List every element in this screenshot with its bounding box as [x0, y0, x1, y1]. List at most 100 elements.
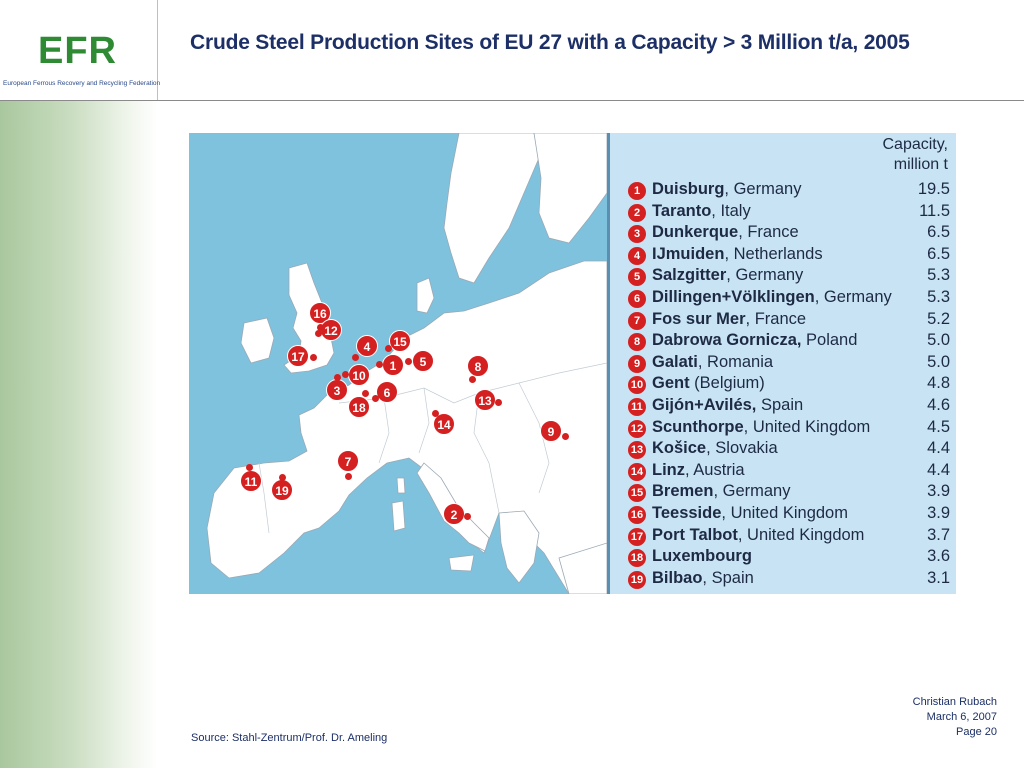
site-city: Taranto [652, 201, 712, 220]
table-row: 19 Bilbao, Spain 3.1 [628, 569, 950, 591]
table-row: 1 Duisburg, Germany 19.5 [628, 180, 950, 202]
site-country: , Germany [724, 180, 802, 198]
site-city: Gijón+Avilés, [652, 395, 757, 414]
table-row: 18 Luxembourg 3.6 [628, 547, 950, 569]
site-name: Salzgitter, Germany [652, 266, 803, 285]
capacity-header: Capacity, million t [882, 135, 948, 175]
rank-badge: 18 [628, 549, 646, 568]
site-dot [405, 358, 412, 365]
site-capacity: 4.8 [927, 374, 950, 393]
table-row: 2 Taranto, Italy 11.5 [628, 202, 950, 224]
steel-sites-figure: 16 12 17 4 15 1 5 10 3 6 18 8 13 14 9 7 … [189, 133, 956, 594]
site-city: Scunthorpe [652, 417, 744, 436]
site-name: Luxembourg [652, 547, 752, 566]
site-dot [464, 513, 471, 520]
site-country: , Spain [702, 568, 754, 587]
site-capacity: 5.3 [927, 287, 950, 306]
site-dot [432, 410, 439, 417]
site-capacity: 3.9 [927, 503, 950, 522]
rank-badge: 5 [628, 268, 646, 287]
table-row: 8 Dabrowa Gornicza, Poland 5.0 [628, 331, 950, 353]
site-capacity: 3.9 [927, 482, 950, 501]
capacity-header-line1: Capacity, [882, 136, 948, 153]
site-capacity: 3.7 [927, 525, 950, 544]
table-row: 14 Linz, Austria 4.4 [628, 461, 950, 483]
source-note: Source: Stahl-Zentrum/Prof. Dr. Ameling [191, 732, 388, 744]
map-pin-17: 17 [287, 345, 309, 367]
footer-author: Christian Rubach [912, 696, 997, 708]
site-dot [310, 354, 317, 361]
site-country: , Austria [685, 460, 745, 479]
site-dot [562, 433, 569, 440]
site-city: Luxembourg [652, 547, 752, 566]
site-capacity: 4.5 [927, 417, 950, 436]
map-pin-1: 1 [382, 354, 404, 376]
rank-badge: 12 [628, 419, 646, 438]
site-city: Košice [652, 439, 707, 458]
site-city: Linz [652, 460, 685, 479]
table-row: 7 Fos sur Mer, France 5.2 [628, 310, 950, 332]
rank-badge: 4 [628, 246, 646, 265]
site-capacity: 4.6 [927, 395, 950, 414]
table-row: 16 Teesside, United Kingdom 3.9 [628, 504, 950, 526]
map-pin-16: 16 [309, 302, 331, 324]
europe-map-shapes [206, 133, 607, 594]
rank-badge: 14 [628, 462, 646, 481]
site-name: Fos sur Mer, France [652, 310, 806, 329]
efr-logo-subtitle: European Ferrous Recovery and Recycling … [3, 80, 161, 87]
rank-badge: 15 [628, 484, 646, 503]
site-city: Bremen [652, 482, 714, 501]
map-pin-3: 3 [326, 379, 348, 401]
site-dot [317, 324, 324, 331]
slide-title: Crude Steel Production Sites of EU 27 wi… [190, 31, 910, 54]
capacity-header-line2: million t [893, 156, 948, 173]
panel-divider [607, 133, 610, 594]
map-pin-2: 2 [443, 503, 465, 525]
rank-badge: 8 [628, 333, 646, 352]
site-country: (Belgium) [689, 374, 765, 393]
site-city: IJmuiden [652, 244, 725, 263]
rank-badge: 3 [628, 225, 646, 244]
map-pin-13: 13 [474, 389, 496, 411]
map-pin-11: 11 [240, 470, 262, 492]
map-pin-18: 18 [348, 396, 370, 418]
site-country: , Netherlands [724, 244, 823, 263]
site-capacity: 3.1 [927, 568, 950, 587]
site-country: Poland [801, 331, 858, 350]
site-name: Bilbao, Spain [652, 569, 754, 588]
site-dot [495, 399, 502, 406]
map-pin-7: 7 [337, 450, 359, 472]
map-pin-9: 9 [540, 420, 562, 442]
sidebar-gradient [0, 0, 157, 768]
table-row: 13 Košice, Slovakia 4.4 [628, 439, 950, 461]
site-name: Duisburg, Germany [652, 180, 801, 199]
site-dot [362, 390, 369, 397]
rank-badge: 6 [628, 289, 646, 308]
site-name: IJmuiden, Netherlands [652, 245, 823, 264]
site-name: Košice, Slovakia [652, 439, 778, 458]
site-country: , United Kingdom [721, 503, 848, 522]
site-country: , Germany [713, 482, 791, 501]
site-name: Teesside, United Kingdom [652, 504, 848, 523]
site-country: , Germany [726, 266, 804, 285]
site-city: Gent [652, 374, 690, 393]
efr-logo-mark: EFR [38, 30, 117, 72]
rank-badge: 7 [628, 311, 646, 330]
site-name: Bremen, Germany [652, 482, 790, 501]
map-pin-19: 19 [271, 479, 293, 501]
rank-badge: 17 [628, 527, 646, 546]
site-dot [315, 330, 322, 337]
map-pin-12: 12 [320, 319, 342, 341]
map-pin-5: 5 [412, 350, 434, 372]
site-dot [352, 354, 359, 361]
table-row: 10 Gent (Belgium) 4.8 [628, 374, 950, 396]
map-pin-10: 10 [348, 364, 370, 386]
site-dot [279, 474, 286, 481]
site-city: Port Talbot [652, 525, 738, 544]
site-dot [469, 376, 476, 383]
efr-logo: EFR European Ferrous Recovery and Recycl… [0, 0, 161, 100]
capacity-rows: 1 Duisburg, Germany 19.5 2 Taranto, Italy 11.… [628, 180, 950, 590]
site-city: Dillingen+Völklingen [652, 287, 815, 306]
site-name: Gijón+Avilés, Spain [652, 396, 803, 415]
site-capacity: 5.2 [927, 309, 950, 328]
